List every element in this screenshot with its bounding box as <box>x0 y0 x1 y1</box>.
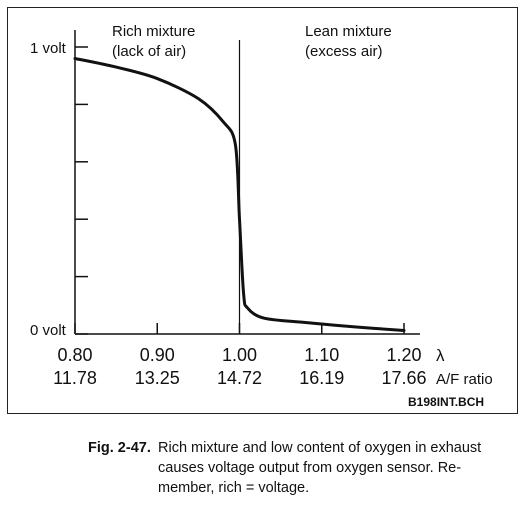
lean-mixture-sublabel: (excess air) <box>305 43 383 60</box>
y-label-bottom: 0 volt <box>30 322 67 339</box>
x-tick-label-lambda-1: 0.90 <box>140 345 175 365</box>
x-tick-labels-af: 11.78 13.25 14.72 16.19 17.66 <box>53 368 426 388</box>
caption-text-1: Rich mixture and low content of oxygen i… <box>158 440 482 456</box>
x-tick-labels-lambda: 0.80 0.90 1.00 1.10 1.20 <box>57 345 421 365</box>
y-label-top: 1 volt <box>30 40 67 57</box>
rich-mixture-sublabel: (lack of air) <box>112 43 186 60</box>
caption-line-3: member, rich = voltage. <box>158 480 310 496</box>
y-ticks <box>75 46 88 335</box>
x-unit-lambda: λ <box>436 346 445 365</box>
x-tick-label-af-1: 13.25 <box>135 368 180 388</box>
rich-mixture-label: Rich mixture <box>112 23 195 40</box>
x-ticks <box>74 323 405 334</box>
reference-code: B198INT.BCH <box>408 395 484 409</box>
x-tick-label-lambda-3: 1.10 <box>304 345 339 365</box>
figure-frame <box>7 7 518 414</box>
caption-line-1: Fig. 2-47. Rich mixture and low content o… <box>88 438 518 458</box>
x-tick-label-lambda-2: 1.00 <box>222 345 257 365</box>
x-tick-label-lambda-0: 0.80 <box>57 345 92 365</box>
caption-line-2: causes voltage output from oxygen sensor… <box>158 460 462 476</box>
x-tick-label-lambda-4: 1.20 <box>386 345 421 365</box>
figure-caption: Fig. 2-47. Rich mixture and low content o… <box>88 438 518 498</box>
x-tick-label-af-2: 14.72 <box>217 368 262 388</box>
sensor-voltage-curve <box>73 56 406 333</box>
x-tick-label-af-3: 16.19 <box>299 368 344 388</box>
x-unit-af: A/F ratio <box>436 371 493 388</box>
x-tick-label-af-4: 17.66 <box>381 368 426 388</box>
lean-mixture-label: Lean mixture <box>305 23 392 40</box>
x-tick-label-af-0: 11.78 <box>53 368 97 388</box>
caption-figure-number: Fig. 2-47. <box>88 440 151 456</box>
